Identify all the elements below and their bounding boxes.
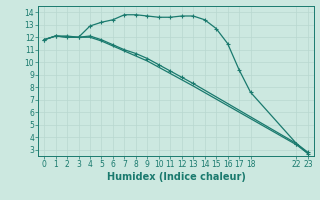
X-axis label: Humidex (Indice chaleur): Humidex (Indice chaleur) [107,172,245,182]
